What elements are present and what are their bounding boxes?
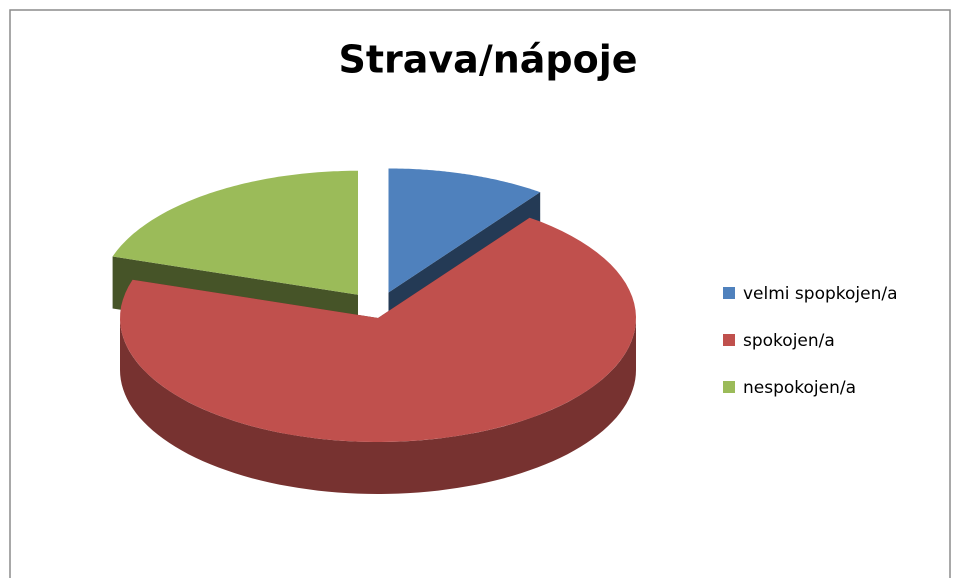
legend-swatch	[723, 381, 735, 393]
legend-swatch	[723, 287, 735, 299]
slice-top	[388, 168, 541, 293]
legend-label: velmi spopkojen/a	[743, 284, 898, 304]
slice-side	[120, 318, 636, 494]
slice-top	[112, 170, 358, 295]
chart-title: Strava/nápoje	[338, 38, 637, 82]
legend-label: spokojen/a	[743, 331, 835, 351]
pie	[112, 168, 636, 494]
legend-label: nespokojen/a	[743, 378, 856, 398]
slice-top	[120, 217, 636, 442]
legend: velmi spopkojen/a spokojen/a nespokojen/a	[723, 284, 898, 398]
pie-slice	[120, 217, 636, 494]
legend-swatch	[723, 334, 735, 346]
